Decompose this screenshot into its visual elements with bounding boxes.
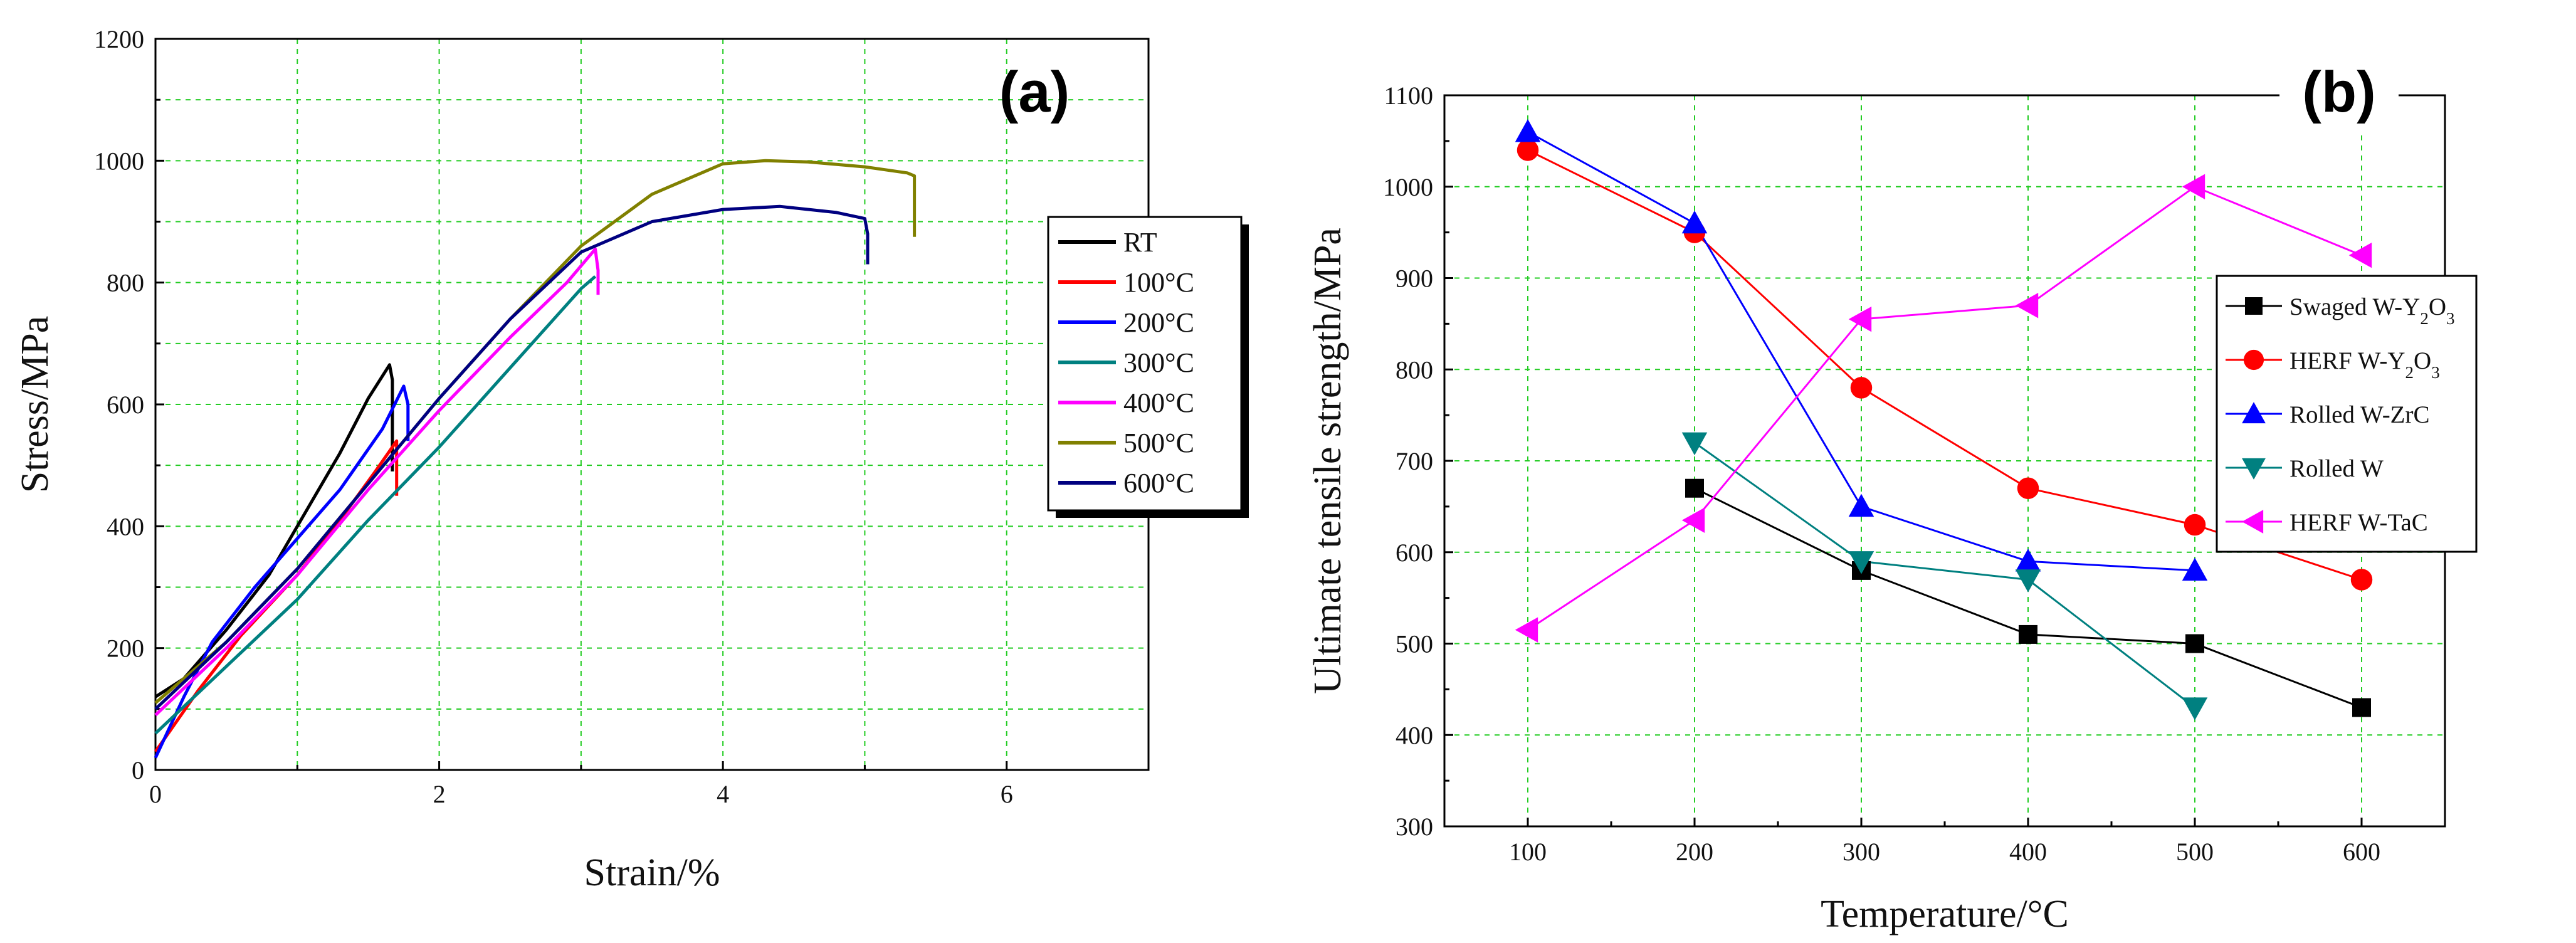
series-line-5 xyxy=(155,161,915,703)
panel-label: (b) xyxy=(2302,60,2375,124)
legend-label-2: 200°C xyxy=(1123,307,1194,338)
x-tick-label: 400 xyxy=(2009,838,2047,866)
x-tick-label: 200 xyxy=(1676,838,1713,866)
legend-label-4: HERF W-TaC xyxy=(2289,509,2428,536)
y-tick-label: 300 xyxy=(1396,813,1433,841)
data-point-0-0 xyxy=(1685,479,1704,498)
data-point-4-1 xyxy=(1682,507,1705,533)
legend-label-3: 300°C xyxy=(1123,347,1194,378)
x-axis-label: Temperature/°C xyxy=(1821,893,2069,935)
data-point-0-3 xyxy=(2185,635,2204,653)
data-point-2-1 xyxy=(1682,211,1708,233)
x-tick-label: 600 xyxy=(2343,838,2380,866)
y-tick-label: 600 xyxy=(107,391,144,419)
y-tick-label: 400 xyxy=(1396,721,1433,749)
legend-label-5: 500°C xyxy=(1123,428,1194,458)
y-tick-label: 700 xyxy=(1396,447,1433,475)
legend-marker-1 xyxy=(2244,350,2264,370)
data-point-3-0 xyxy=(1682,433,1708,455)
data-point-4-5 xyxy=(2349,243,2372,268)
data-point-0-2 xyxy=(2019,625,2037,644)
series-line-2 xyxy=(155,386,408,758)
y-tick-label: 1000 xyxy=(94,147,144,175)
data-point-4-3 xyxy=(2016,293,2038,319)
data-point-2-2 xyxy=(1849,494,1874,517)
legend-label-3: Rolled W xyxy=(2289,455,2384,482)
y-tick-label: 0 xyxy=(132,756,144,784)
y-tick-label: 500 xyxy=(1396,630,1433,658)
x-tick-label: 2 xyxy=(433,780,446,808)
legend-label-6: 600°C xyxy=(1123,468,1194,498)
x-tick-label: 300 xyxy=(1843,838,1880,866)
data-point-1-5 xyxy=(2351,569,2373,591)
x-tick-label: 6 xyxy=(1001,780,1013,808)
data-point-1-2 xyxy=(1851,377,1873,399)
x-tick-label: 100 xyxy=(1509,838,1547,866)
y-axis-label: Ultimate tensile strength/MPa xyxy=(1306,228,1349,694)
y-tick-label: 800 xyxy=(107,269,144,297)
y-tick-label: 200 xyxy=(107,635,144,663)
legend-label-4: 400°C xyxy=(1123,387,1194,418)
x-tick-label: 500 xyxy=(2176,838,2214,866)
figure: 0 2 4 6 0 200 400 600 800 1000 1200 Strain/% Stress/… xyxy=(0,0,2576,943)
y-tick-label: 1200 xyxy=(94,25,144,53)
data-point-3-3 xyxy=(2182,697,2208,720)
data-point-2-0 xyxy=(1515,119,1541,142)
data-point-4-4 xyxy=(2182,174,2205,200)
chart-a: 0 2 4 6 0 200 400 600 800 1000 1200 Strain/% Stress/… xyxy=(14,25,1249,894)
y-axis-label: Stress/MPa xyxy=(14,316,56,493)
y-tick-label: 800 xyxy=(1396,356,1433,384)
data-point-4-2 xyxy=(1849,307,1871,332)
legend-label-0: RT xyxy=(1123,227,1157,258)
y-tick-label: 400 xyxy=(107,512,144,540)
series-line-3 xyxy=(155,277,596,734)
y-tick-label: 1000 xyxy=(1383,173,1433,201)
data-point-1-3 xyxy=(2017,477,2039,499)
data-point-0-4 xyxy=(2352,698,2371,717)
y-tick-label: 900 xyxy=(1396,265,1433,293)
legend-label-1: 100°C xyxy=(1123,267,1194,298)
series-line-3 xyxy=(1695,443,2195,708)
x-tick-label: 4 xyxy=(717,780,729,808)
data-point-4-0 xyxy=(1515,617,1538,642)
data-point-3-2 xyxy=(2016,569,2041,592)
panel-label: (a) xyxy=(999,60,1070,124)
y-tick-label: 1100 xyxy=(1384,82,1433,110)
x-tick-label: 0 xyxy=(149,780,162,808)
x-axis-label: Strain/% xyxy=(584,851,720,894)
y-tick-label: 600 xyxy=(1396,539,1433,567)
data-point-1-4 xyxy=(2184,514,2206,536)
legend-marker-0 xyxy=(2245,297,2263,315)
chart-b: 100 200 300 400 500 600 300 400 500 600 700 800 900 1… xyxy=(1306,60,2476,935)
legend-label-2: Rolled W-ZrC xyxy=(2289,401,2430,428)
data-point-1-0 xyxy=(1517,139,1539,161)
